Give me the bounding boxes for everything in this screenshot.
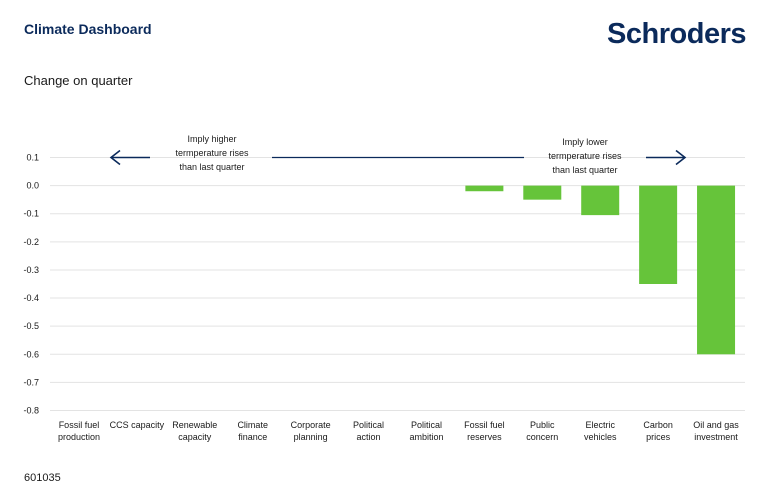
category-label: CCS capacity <box>110 420 165 430</box>
bar <box>697 185 736 355</box>
bar <box>465 185 504 192</box>
bar <box>639 185 678 284</box>
y-tick-label: 0.0 <box>26 181 39 191</box>
brand-logo: Schroders <box>607 18 746 50</box>
category-label: Renewable capacity <box>172 420 217 442</box>
category-label: Electric vehicles <box>584 420 617 442</box>
annotation-text: Imply higher termperature rises than last … <box>175 134 249 172</box>
category-label: Fossil fuel production <box>58 420 100 442</box>
y-tick-label: -0.4 <box>23 293 39 303</box>
page-title: Climate Dashboard <box>24 21 152 37</box>
bar <box>581 185 620 216</box>
y-tick-label: -0.6 <box>23 349 39 359</box>
bar <box>523 185 562 200</box>
right-arrow-head-icon <box>675 149 687 166</box>
category-label: Corporate planning <box>291 420 331 442</box>
y-tick-label: -0.1 <box>23 209 39 219</box>
bars <box>465 185 736 355</box>
y-tick-label: -0.7 <box>23 377 39 387</box>
y-tick-label: 0.1 <box>26 153 39 163</box>
y-tick-label: -0.5 <box>23 321 39 331</box>
category-label: Oil and gas investment <box>693 420 739 442</box>
category-label: Political ambition <box>409 420 443 442</box>
annotations: Imply higher termperature rises than last … <box>109 134 687 175</box>
grid-lines <box>50 157 745 411</box>
annotation-text: Imply lower termperature rises than last q… <box>548 137 622 175</box>
left-arrow-head-icon <box>109 149 121 166</box>
category-label: Public concern <box>526 420 558 442</box>
y-tick-label: -0.3 <box>23 265 39 275</box>
chart-subtitle: Change on quarter <box>24 73 133 88</box>
category-label: Political action <box>353 420 384 442</box>
y-tick-label: -0.8 <box>23 406 39 416</box>
y-axis-ticks: 0.1 0.0 -0.1 -0.2 -0.3 -0.4 -0.5 -0.6 -0.7 -0.8 <box>23 153 39 416</box>
category-label: Fossil fuel reserves <box>464 420 505 442</box>
category-label: Carbon prices <box>643 420 673 442</box>
category-label: Climate finance <box>237 420 268 442</box>
y-tick-label: -0.2 <box>23 237 39 247</box>
x-axis-categories: Fossil fuel production CCS capacity Renewab… <box>58 420 739 442</box>
footer-code: 601035 <box>24 472 61 484</box>
